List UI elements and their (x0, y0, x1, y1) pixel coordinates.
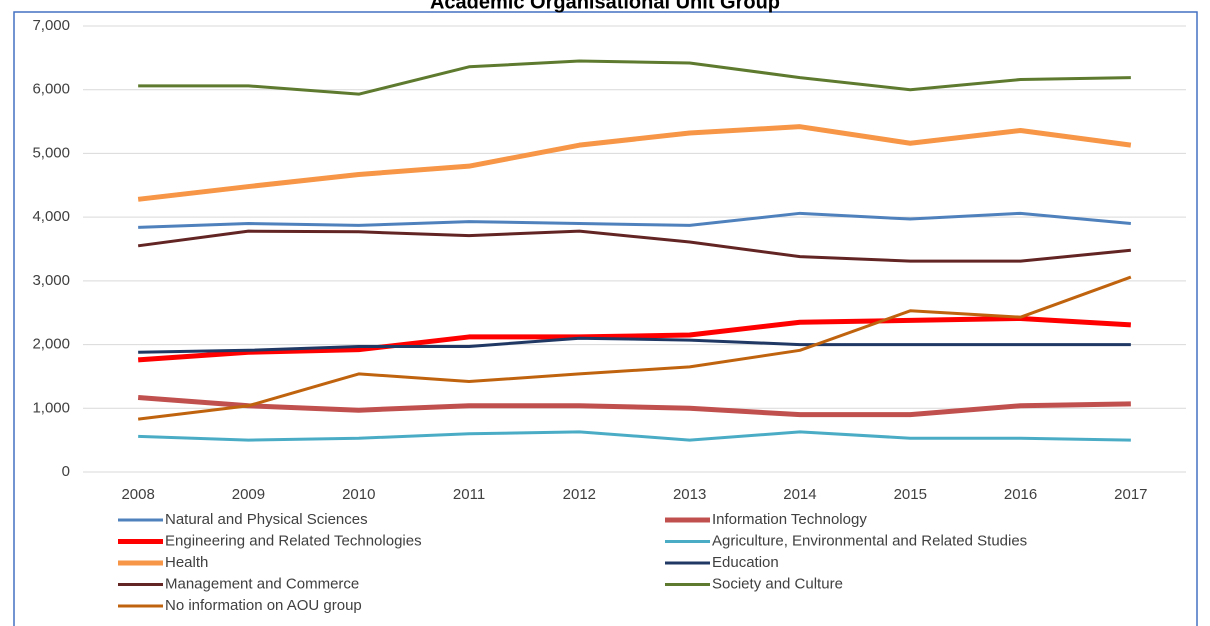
x-tick-label: 2013 (673, 486, 706, 503)
x-tick-label: 2012 (563, 486, 596, 503)
legend-label: Agriculture, Environmental and Related S… (712, 532, 1027, 549)
x-tick-label: 2014 (783, 486, 816, 503)
y-tick-label: 2,000 (32, 336, 70, 353)
chart-frame (13, 11, 1198, 626)
legend-label: Education (712, 554, 779, 571)
x-tick-label: 2010 (342, 486, 375, 503)
series-line (137, 315, 1131, 363)
series-line (137, 229, 1131, 263)
x-tick-label: 2016 (1004, 486, 1037, 503)
legend-label: Management and Commerce (165, 575, 359, 592)
x-tick-label: 2008 (121, 486, 154, 503)
series-line (138, 211, 1131, 229)
chart-title: Academic Organisational Unit Group (430, 0, 780, 13)
series-line (137, 275, 1132, 421)
legend-label: Information Technology (712, 511, 867, 528)
x-tick-label: 2011 (453, 486, 485, 503)
y-tick-label: 6,000 (32, 81, 70, 98)
y-tick-label: 5,000 (32, 144, 70, 161)
series-line (137, 124, 1132, 202)
legend-label: Engineering and Related Technologies (165, 532, 422, 549)
x-tick-label: 2015 (894, 486, 927, 503)
series-line (138, 430, 1131, 442)
y-tick-label: 3,000 (32, 272, 70, 289)
y-tick-label: 0 (62, 463, 70, 480)
x-tick-label: 2009 (232, 486, 265, 503)
x-tick-label: 2017 (1114, 486, 1147, 503)
series-line (138, 59, 1131, 96)
series-line (137, 394, 1131, 418)
y-tick-label: 4,000 (32, 208, 70, 225)
series-line (138, 336, 1131, 354)
legend-label: Health (165, 554, 208, 571)
legend-label: Society and Culture (712, 575, 843, 592)
y-tick-label: 1,000 (32, 399, 70, 416)
legend-label: Natural and Physical Sciences (165, 511, 368, 528)
y-tick-label: 7,000 (32, 17, 70, 34)
legend-label: No information on AOU group (165, 597, 362, 614)
